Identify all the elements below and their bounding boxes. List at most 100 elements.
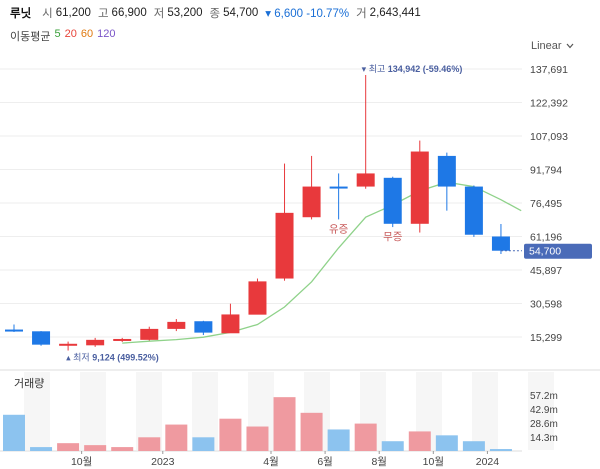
open-label: 시: [42, 8, 53, 20]
volume-tick-label: 42.9m: [530, 405, 558, 416]
candle[interactable]: [437, 152, 456, 211]
volume-bar[interactable]: [30, 447, 53, 451]
candle[interactable]: [302, 155, 321, 220]
candle-body: [140, 328, 159, 340]
change-value: ▾ 6,600 -10.77%: [265, 8, 350, 20]
candle-body: [329, 186, 348, 189]
candle-body: [383, 177, 402, 224]
candle[interactable]: [140, 326, 159, 341]
volume-bar[interactable]: [435, 435, 458, 451]
volume-bar[interactable]: [354, 423, 377, 451]
x-tick-label: 4월: [263, 456, 279, 468]
y-tick-label: 76,495: [530, 198, 562, 210]
volume-bar[interactable]: [111, 447, 134, 451]
y-tick-label: 15,299: [530, 332, 562, 344]
volume-label: 거: [356, 8, 367, 20]
candle-body: [302, 186, 321, 218]
y-tick-label: 91,794: [530, 165, 562, 177]
event-tag: 무증: [383, 231, 403, 243]
candle[interactable]: [383, 176, 402, 228]
candle[interactable]: [86, 337, 105, 347]
candle[interactable]: [59, 341, 78, 351]
x-tick-label: 10월: [423, 456, 444, 468]
candle[interactable]: [221, 303, 240, 334]
volume-bar[interactable]: [3, 414, 25, 451]
ma-periods: 5 20 60 120: [54, 28, 115, 44]
close-value: 54,700: [223, 7, 259, 19]
candle-body: [410, 151, 429, 224]
ma-period-60: 60: [80, 28, 94, 40]
candle[interactable]: [491, 224, 510, 255]
candle[interactable]: [167, 319, 186, 332]
volume-column-bg: [24, 372, 50, 450]
volume-axis: 14.3m 28.6m 42.9m 57.2m: [530, 391, 558, 444]
volume-bar[interactable]: [138, 437, 161, 451]
volume-tick-label: 28.6m: [530, 419, 558, 430]
volume-bar[interactable]: [327, 429, 350, 451]
candle[interactable]: [113, 337, 132, 343]
candle[interactable]: [410, 140, 429, 233]
candle[interactable]: [32, 331, 51, 346]
volume-grid: [0, 369, 600, 452]
candle-body: [86, 339, 105, 346]
volume-bar[interactable]: [57, 443, 80, 451]
low-annotation: ▴ 최저 9,124 (499.52%): [66, 353, 159, 363]
y-tick-label: 30,598: [530, 299, 562, 311]
volume-bars-layer: [3, 397, 512, 451]
candle[interactable]: [248, 278, 267, 315]
volume-bar[interactable]: [219, 418, 242, 451]
volume-bar[interactable]: [462, 441, 485, 451]
candle[interactable]: [5, 324, 23, 332]
stock-name: 루닛: [10, 8, 32, 20]
high-annotation-value: 134,942 (-59.46%): [388, 64, 463, 74]
y-tick-label: 107,093: [530, 131, 568, 143]
candle[interactable]: [356, 75, 375, 189]
candle-body: [221, 314, 240, 334]
low-value: 53,200: [167, 7, 203, 19]
high-label: 고: [97, 8, 109, 20]
volume-bar[interactable]: [84, 445, 107, 451]
volume-bar[interactable]: [489, 449, 512, 451]
candle[interactable]: [194, 320, 213, 336]
y-tick-label: 122,392: [530, 98, 568, 110]
price-axis: 15,299 30,598 45,897 61,196 76,495 91,794 107,…: [500, 64, 592, 344]
open-value: 61,200: [55, 7, 91, 19]
scale-toggle-button[interactable]: Linear: [531, 40, 574, 52]
candle-body: [5, 329, 23, 332]
volume-panel-label: 거래량: [14, 377, 44, 390]
candle[interactable]: [275, 163, 294, 281]
volume-bar[interactable]: [246, 426, 269, 451]
last-price-badge: [524, 243, 592, 259]
moving-average-legend[interactable]: 이동평균 5 20 60 120: [10, 28, 115, 44]
last-price-label: 54,700: [529, 246, 561, 258]
candle-body: [437, 155, 456, 187]
high-value: 66,900: [111, 7, 147, 19]
low-label: 저: [153, 8, 165, 20]
candle[interactable]: [329, 173, 348, 220]
volume-bar[interactable]: [192, 437, 215, 451]
volume-tick-label: 14.3m: [530, 433, 558, 444]
x-tick-label: 10월: [71, 456, 92, 468]
volume-column-bg: [80, 372, 106, 450]
y-tick-label: 61,196: [530, 232, 562, 244]
volume-bar[interactable]: [381, 441, 404, 451]
candle-body: [491, 236, 510, 251]
candle[interactable]: [464, 185, 483, 237]
high-annotation: ▾ 최고 134,942 (-59.46%): [362, 64, 463, 74]
volume-bar[interactable]: [273, 397, 296, 451]
moving-average-layer: [122, 181, 522, 344]
volume-bar[interactable]: [408, 431, 431, 451]
candle-body: [464, 186, 483, 235]
x-tick-label: 6월: [317, 456, 333, 468]
price-header: 루닛 시 61,200 고 66,900 저 53,200 종 54,700 ▾…: [10, 4, 590, 22]
ma-period-20: 20: [64, 28, 77, 40]
volume-bar[interactable]: [300, 412, 323, 451]
y-tick-label: 137,691: [530, 64, 568, 76]
volume-bar[interactable]: [165, 424, 188, 451]
annotations-layer: ▾ 최고 134,942 (-59.46%) ▴ 최저 9,124 (499.52…: [66, 64, 462, 363]
ma-legend-label: 이동평균: [10, 31, 51, 43]
x-tick-label: 2023: [151, 456, 175, 468]
ma-line: [122, 181, 522, 344]
